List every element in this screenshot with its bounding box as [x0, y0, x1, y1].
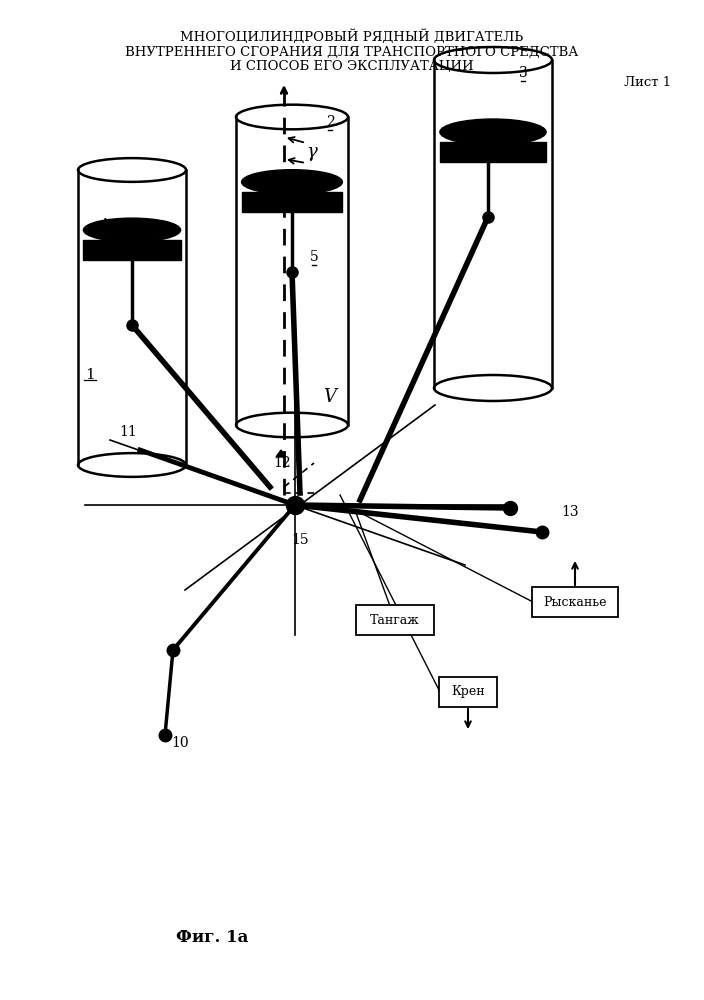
Text: 5: 5	[310, 250, 318, 264]
Text: 13: 13	[561, 505, 579, 519]
Text: И СПОСОБ ЕГО ЭКСПЛУАТАЦИИ: И СПОСОБ ЕГО ЭКСПЛУАТАЦИИ	[230, 60, 474, 74]
Text: γ: γ	[307, 143, 318, 161]
Text: 15: 15	[291, 533, 309, 547]
Polygon shape	[241, 192, 342, 212]
Text: 1: 1	[85, 368, 95, 382]
Ellipse shape	[83, 218, 181, 242]
Text: ВНУТРЕННЕГО СГОРАНИЯ ДЛЯ ТРАНСПОРТНОГО СРЕДСТВА: ВНУТРЕННЕГО СГОРАНИЯ ДЛЯ ТРАНСПОРТНОГО С…	[125, 45, 579, 58]
Ellipse shape	[440, 119, 546, 145]
Text: Тангаж: Тангаж	[370, 613, 420, 626]
Text: 4: 4	[99, 218, 108, 232]
Text: Фиг. 1а: Фиг. 1а	[176, 930, 249, 946]
Text: 11: 11	[119, 425, 137, 439]
Polygon shape	[83, 240, 181, 260]
Text: 10: 10	[171, 736, 189, 750]
Text: 2: 2	[326, 115, 334, 129]
Text: 6: 6	[446, 128, 455, 142]
Text: 3: 3	[519, 66, 527, 80]
FancyBboxPatch shape	[439, 677, 497, 707]
Polygon shape	[276, 450, 286, 457]
Ellipse shape	[241, 170, 342, 194]
FancyBboxPatch shape	[356, 605, 434, 635]
FancyBboxPatch shape	[532, 587, 618, 617]
Text: Крен: Крен	[451, 686, 485, 698]
Polygon shape	[440, 142, 546, 162]
Text: МНОГОЦИЛИНДРОВЫЙ РЯДНЫЙ ДВИГАТЕЛЬ: МНОГОЦИЛИНДРОВЫЙ РЯДНЫЙ ДВИГАТЕЛЬ	[180, 30, 524, 44]
Text: 12: 12	[273, 456, 291, 470]
Text: Лист 1: Лист 1	[624, 76, 672, 89]
Text: V: V	[324, 388, 337, 406]
Text: Рысканье: Рысканье	[543, 595, 607, 608]
